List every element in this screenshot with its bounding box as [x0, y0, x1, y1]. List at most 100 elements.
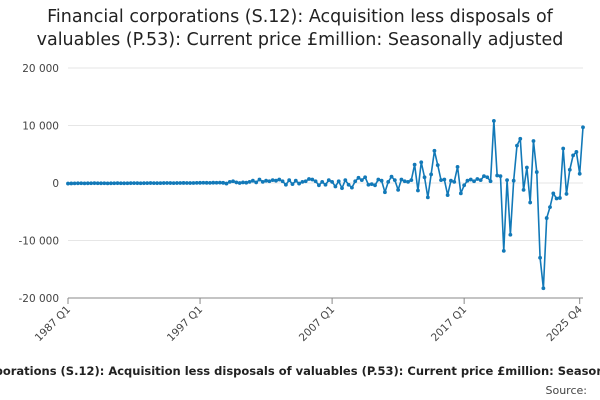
data-point-17 [122, 181, 127, 186]
data-point-97 [386, 179, 391, 184]
data-point-93 [373, 183, 377, 188]
data-point-32 [171, 181, 176, 186]
data-point-88 [356, 175, 361, 180]
data-point-47 [221, 180, 226, 185]
data-point-72 [303, 179, 308, 184]
data-point-91 [366, 182, 371, 187]
data-point-149 [557, 196, 562, 200]
data-point-41 [201, 180, 206, 185]
data-point-89 [359, 178, 364, 183]
chart-title-line-1: Financial corporations (S.12): Acquisiti… [47, 7, 553, 27]
data-point-138 [521, 188, 526, 192]
data-point-87 [353, 179, 358, 184]
data-point-74 [310, 177, 315, 182]
data-point-145 [544, 216, 549, 220]
data-point-45 [214, 180, 219, 185]
data-point-64 [277, 177, 282, 182]
data-point-133 [505, 178, 509, 183]
y-tick-label-2: 0 [52, 178, 59, 190]
data-point-142 [534, 170, 539, 174]
data-point-10 [99, 181, 103, 186]
data-point-152 [567, 167, 572, 172]
data-point-146 [548, 205, 552, 210]
data-point-144 [541, 286, 546, 291]
data-point-140 [528, 200, 533, 205]
data-point-79 [326, 178, 331, 183]
data-point-49 [227, 179, 232, 184]
data-point-23 [142, 181, 146, 186]
data-point-132 [501, 248, 506, 253]
data-point-50 [231, 179, 235, 184]
data-point-1 [69, 181, 74, 186]
data-point-12 [105, 181, 110, 186]
data-point-106 [416, 188, 420, 193]
data-point-56 [250, 178, 255, 183]
x-tick-label-2: 2007 Q1 [297, 304, 337, 344]
data-point-151 [564, 192, 569, 196]
data-point-113 [439, 178, 443, 183]
data-point-37 [188, 181, 193, 185]
data-point-100 [396, 188, 401, 192]
data-point-102 [402, 179, 407, 184]
data-point-52 [237, 181, 242, 185]
source-label: Source: [546, 384, 588, 397]
data-point-119 [458, 191, 463, 196]
data-point-44 [211, 180, 216, 185]
data-point-13 [109, 181, 113, 186]
data-point-6 [85, 181, 90, 186]
data-point-7 [89, 181, 94, 186]
data-point-36 [184, 181, 189, 185]
data-point-137 [518, 136, 523, 141]
data-point-118 [455, 165, 460, 169]
data-point-156 [581, 125, 585, 130]
data-point-39 [194, 180, 199, 185]
data-point-62 [270, 178, 275, 183]
data-point-143 [538, 255, 542, 260]
y-tick-label-3: -10 000 [18, 236, 59, 248]
data-point-43 [208, 180, 212, 185]
data-point-127 [485, 175, 490, 180]
y-tick-label-1: 10 000 [22, 121, 59, 133]
data-point-66 [283, 182, 288, 187]
data-point-154 [574, 150, 579, 154]
y-tick-label-4: -20 000 [18, 293, 59, 305]
data-point-128 [488, 179, 493, 184]
data-point-135 [511, 178, 516, 183]
data-point-116 [449, 178, 453, 183]
data-point-59 [260, 179, 265, 184]
data-point-5 [82, 181, 87, 186]
data-point-125 [478, 178, 483, 183]
data-point-65 [280, 179, 285, 184]
data-point-84 [343, 178, 348, 183]
data-point-90 [363, 175, 368, 180]
data-point-107 [419, 160, 424, 165]
chart-title-line-2: valuables (P.53): Current price £million… [36, 30, 564, 50]
data-point-33 [175, 181, 179, 185]
data-point-25 [148, 181, 153, 185]
data-point-31 [168, 181, 173, 185]
data-point-123 [472, 179, 476, 184]
data-point-155 [577, 171, 582, 176]
data-point-69 [293, 178, 298, 183]
data-point-38 [191, 181, 196, 185]
data-point-150 [561, 146, 566, 151]
data-point-148 [554, 196, 559, 201]
y-tick-label-0: 20 000 [22, 63, 59, 75]
data-point-3 [76, 181, 80, 186]
data-point-35 [181, 181, 186, 185]
data-point-51 [234, 180, 239, 185]
data-point-126 [482, 174, 486, 179]
data-point-18 [125, 181, 130, 186]
data-point-108 [422, 175, 427, 180]
data-point-104 [409, 178, 414, 183]
data-point-28 [158, 181, 163, 186]
data-point-9 [95, 181, 100, 186]
data-point-134 [508, 232, 513, 237]
data-point-19 [128, 181, 133, 186]
data-point-26 [151, 181, 156, 186]
data-point-11 [102, 181, 107, 186]
data-point-120 [462, 183, 467, 188]
data-point-48 [224, 181, 229, 186]
data-point-131 [498, 174, 503, 179]
